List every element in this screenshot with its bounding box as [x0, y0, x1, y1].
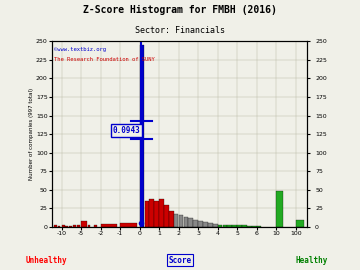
Bar — [188, 218, 193, 227]
Bar — [149, 199, 154, 227]
Bar — [247, 226, 252, 227]
Text: Sector: Financials: Sector: Financials — [135, 26, 225, 35]
Bar — [213, 224, 217, 227]
Y-axis label: Number of companies (997 total): Number of companies (997 total) — [30, 88, 35, 180]
Bar — [174, 214, 179, 227]
Bar — [77, 225, 80, 227]
Bar — [257, 226, 261, 227]
Bar — [198, 221, 203, 227]
Bar — [81, 221, 87, 227]
Bar — [296, 220, 303, 227]
Bar — [222, 225, 227, 227]
Bar — [276, 191, 283, 227]
Text: The Research Foundation of SUNY: The Research Foundation of SUNY — [54, 57, 154, 62]
Bar — [62, 225, 65, 227]
Bar — [232, 225, 237, 227]
Bar — [193, 220, 198, 227]
Bar — [169, 211, 174, 227]
Bar — [69, 226, 72, 227]
Bar — [164, 205, 169, 227]
Text: Score: Score — [168, 256, 192, 265]
Bar — [242, 225, 247, 227]
Bar — [54, 225, 57, 227]
Bar — [179, 215, 183, 227]
Bar — [144, 201, 149, 227]
Bar — [218, 225, 222, 227]
Bar — [228, 225, 232, 227]
Bar — [252, 226, 257, 227]
Bar — [87, 225, 90, 227]
Bar — [66, 226, 68, 227]
Bar — [154, 201, 159, 227]
Bar — [73, 225, 76, 227]
Text: 0.0943: 0.0943 — [113, 126, 140, 135]
Bar — [208, 223, 213, 227]
Bar — [184, 217, 188, 227]
Text: Healthy: Healthy — [295, 256, 328, 265]
Bar — [120, 223, 137, 227]
Bar — [159, 199, 164, 227]
Bar — [58, 226, 60, 227]
Text: Unhealthy: Unhealthy — [26, 256, 68, 265]
Bar — [100, 224, 117, 227]
Text: ©www.textbiz.org: ©www.textbiz.org — [54, 47, 106, 52]
Bar — [203, 222, 208, 227]
Bar — [140, 45, 144, 227]
Bar — [237, 225, 242, 227]
Bar — [94, 225, 97, 227]
Text: Z-Score Histogram for FMBH (2016): Z-Score Histogram for FMBH (2016) — [83, 5, 277, 15]
